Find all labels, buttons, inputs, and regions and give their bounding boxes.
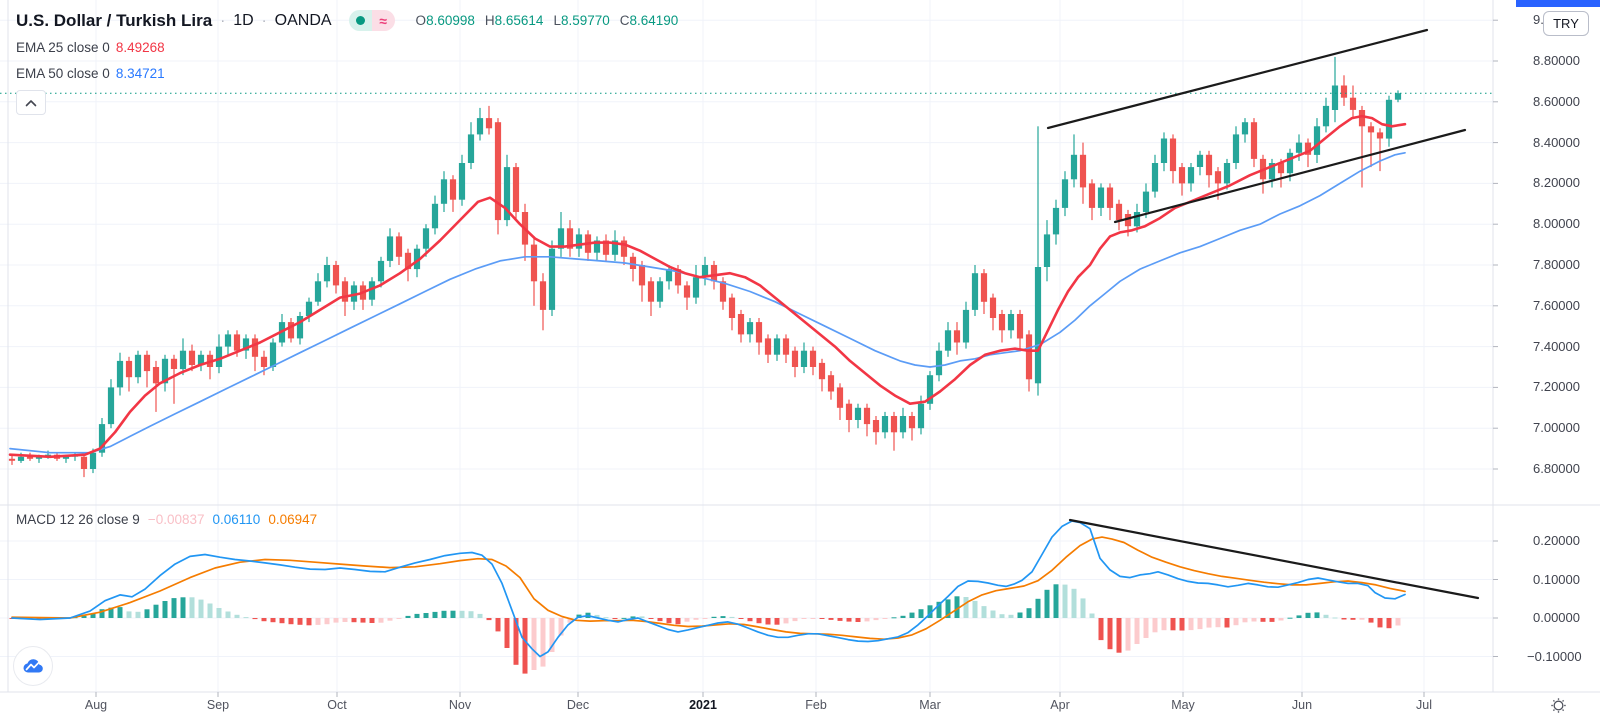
chevron-up-icon xyxy=(25,99,37,106)
open-value: 8.60998 xyxy=(426,13,475,28)
time-axis-label: Jun xyxy=(1291,698,1313,712)
low-value: 8.59770 xyxy=(560,13,610,28)
gridlines xyxy=(0,0,1493,692)
tradingview-logo-button[interactable] xyxy=(13,646,53,686)
macd-line-value: 0.06110 xyxy=(212,512,261,527)
market-status-dot-icon[interactable] xyxy=(348,10,372,31)
low-label: L xyxy=(553,13,561,28)
interval-label[interactable]: 1D xyxy=(233,11,254,29)
price-axis-label: 8.80000 xyxy=(1533,53,1580,68)
time-axis-label: Mar xyxy=(919,698,941,712)
time-axis-label: Feb xyxy=(805,698,827,712)
price-axis-label: 6.80000 xyxy=(1533,461,1580,476)
axis-highlight-bar xyxy=(1516,0,1600,7)
time-axis-label: Apr xyxy=(1050,698,1070,712)
high-value: 8.65614 xyxy=(494,13,544,28)
delayed-data-icon[interactable]: ≈ xyxy=(371,10,395,31)
gear-icon xyxy=(1550,697,1566,713)
price-channel-lower[interactable] xyxy=(1113,128,1467,224)
macd-lines xyxy=(11,520,1406,658)
ema-lines xyxy=(8,114,1407,459)
pane-borders xyxy=(0,0,1600,697)
macd-label[interactable]: MACD 12 26 close 9 xyxy=(16,512,140,527)
time-axis-label: Oct xyxy=(327,698,347,712)
ema50-legend[interactable]: EMA 50 close 0 8.34721 xyxy=(16,66,165,81)
price-channel-upper[interactable] xyxy=(1046,28,1429,130)
macd-axis-label: −0.10000 xyxy=(1527,648,1582,664)
macd-legend[interactable]: MACD 12 26 close 9 −0.00837 0.06110 0.06947 xyxy=(16,512,317,527)
time-axis-label: Dec xyxy=(566,698,590,712)
time-axis-label: May xyxy=(1171,698,1195,712)
high-label: H xyxy=(484,13,495,28)
time-axis-label: Sep xyxy=(206,698,230,712)
symbol-title[interactable]: U.S. Dollar / Turkish Lira xyxy=(16,10,213,30)
macd-axis-label: 0.10000 xyxy=(1533,571,1580,587)
ema25-value: 8.49268 xyxy=(115,40,165,55)
price-axis-label: 8.40000 xyxy=(1533,134,1580,150)
ohlc-readout: O8.60998 H8.65614 L8.59770 C8.64190 xyxy=(416,13,679,28)
price-axis-label: 7.60000 xyxy=(1533,297,1580,313)
currency-badge[interactable]: TRY xyxy=(1543,11,1589,36)
cloud-chart-logo-icon xyxy=(23,659,43,673)
symbol-legend[interactable]: U.S. Dollar / Turkish Lira · 1D · OANDA … xyxy=(16,10,678,31)
price-axis-label: 7.80000 xyxy=(1533,257,1580,272)
time-axis-label: Nov xyxy=(448,698,472,712)
price-axis-label: 7.20000 xyxy=(1533,379,1580,395)
title-separator-icon: · xyxy=(261,12,267,29)
macd-histogram xyxy=(9,584,1401,674)
ema25-legend[interactable]: EMA 25 close 0 8.49268 xyxy=(16,40,165,55)
open-label: O xyxy=(415,13,427,28)
time-axis-label: 2021 xyxy=(689,698,717,712)
title-separator-icon: · xyxy=(220,12,226,29)
price-axis-label: 8.60000 xyxy=(1533,93,1580,109)
collapse-pane-button[interactable] xyxy=(16,90,46,115)
close-value: 8.64190 xyxy=(629,13,679,28)
price-axis-label: 7.00000 xyxy=(1533,420,1580,436)
timezone-settings-button[interactable] xyxy=(1547,694,1569,716)
macd-signal-value: 0.06947 xyxy=(268,512,318,527)
time-axis-label: Jul xyxy=(1416,698,1432,712)
price-axis-label: 8.00000 xyxy=(1533,216,1580,232)
ema50-value: 8.34721 xyxy=(115,66,165,81)
macd-descending-line[interactable] xyxy=(1068,518,1480,600)
ema50-label[interactable]: EMA 50 close 0 xyxy=(16,66,110,81)
price-axis-label: 8.20000 xyxy=(1533,175,1580,191)
symbol-status-badges[interactable]: ≈ xyxy=(348,10,395,31)
macd-hist-value: −0.00837 xyxy=(147,512,205,527)
macd-axis-label: 0.20000 xyxy=(1533,533,1580,548)
macd-axis-label: 0.00000 xyxy=(1533,610,1580,625)
time-axis-label: Aug xyxy=(84,698,108,712)
ema25-label[interactable]: EMA 25 close 0 xyxy=(16,40,110,55)
price-axis-label: 7.40000 xyxy=(1533,338,1580,354)
exchange-label[interactable]: OANDA xyxy=(274,11,332,29)
close-label: C xyxy=(619,13,630,28)
